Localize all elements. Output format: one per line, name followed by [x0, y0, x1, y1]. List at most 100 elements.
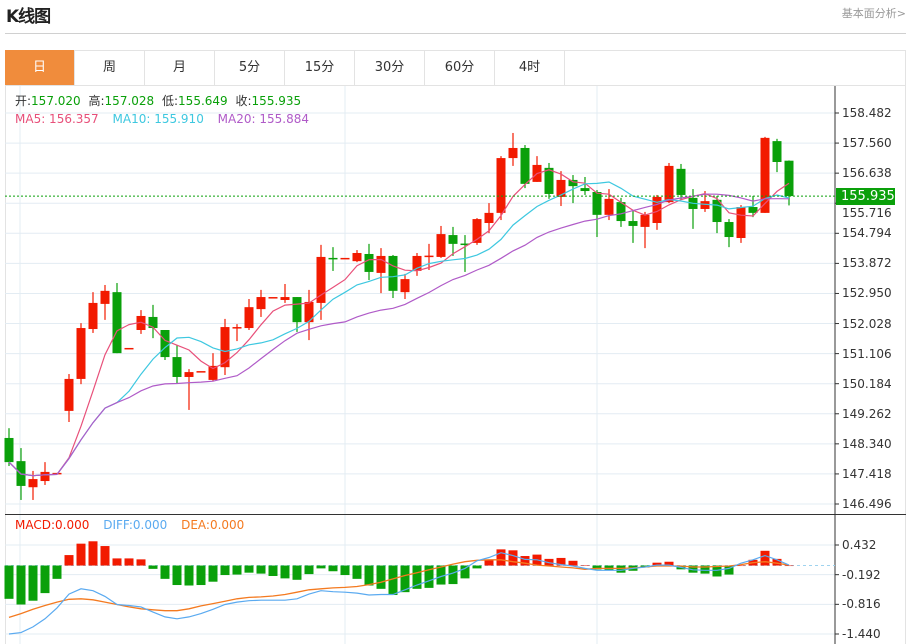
- candle-up: [100, 290, 110, 304]
- candle-up: [640, 214, 650, 227]
- macd-bar: [280, 565, 290, 579]
- macd-bar: [484, 559, 494, 566]
- ma5-line: [8, 169, 790, 477]
- price-axis-label: 148.340: [842, 437, 892, 451]
- low-value: 155.649: [178, 94, 228, 108]
- macd-bar: [400, 565, 410, 593]
- macd-bar: [448, 565, 458, 585]
- tab-5min[interactable]: 5分: [215, 50, 285, 85]
- macd-bar: [244, 565, 254, 573]
- ma20-legend: MA20: 155.884: [217, 112, 309, 126]
- open-value: 157.020: [31, 94, 81, 108]
- macd-bar: [556, 557, 566, 566]
- candle-down: [628, 221, 638, 226]
- candle-up: [220, 327, 230, 368]
- candle-up: [40, 471, 50, 482]
- candle-down: [676, 168, 686, 195]
- macd-bar: [328, 565, 338, 572]
- candle-up: [700, 201, 710, 209]
- candle-down: [172, 357, 182, 377]
- macd-bar: [112, 558, 122, 566]
- candle-up: [400, 279, 410, 293]
- fundamental-analysis-link[interactable]: 基本面分析>: [841, 7, 906, 20]
- macd-bar: [352, 565, 362, 579]
- macd-bar: [472, 565, 482, 569]
- candle-up: [64, 378, 74, 411]
- tab-month[interactable]: 月: [145, 50, 215, 85]
- macd-bar: [340, 565, 350, 576]
- macd-bar: [712, 565, 722, 577]
- price-axis-label: 152.028: [842, 317, 892, 331]
- high-value: 157.028: [104, 94, 155, 108]
- candle-up: [184, 372, 194, 377]
- close-value: 155.935: [251, 94, 302, 108]
- candle-up: [136, 315, 146, 330]
- tab-15min[interactable]: 15分: [285, 50, 355, 85]
- diff-legend-value: DIFF:0.000: [103, 518, 168, 532]
- ohlc-legend: 开:157.020 高:157.028 低:155.649 收:155.935: [15, 94, 305, 108]
- macd-bar: [436, 565, 446, 585]
- tab-60min[interactable]: 60分: [425, 50, 495, 85]
- macd-axis-label: -1.440: [842, 627, 881, 641]
- close-label: 收:: [235, 94, 252, 108]
- ma10-line: [8, 181, 790, 477]
- price-axis-label: 157.560: [842, 136, 892, 150]
- macd-bar: [256, 565, 266, 574]
- macd-bar: [520, 556, 530, 566]
- candle-down: [364, 253, 374, 272]
- candle-down: [772, 141, 782, 162]
- candle-up: [280, 297, 290, 300]
- tab-4hour[interactable]: 4时: [495, 50, 565, 85]
- tab-week[interactable]: 周: [75, 50, 145, 85]
- tab-day[interactable]: 日: [5, 50, 75, 85]
- candle-up: [28, 479, 38, 488]
- candle-down: [160, 329, 170, 358]
- macd-bar: [760, 550, 770, 566]
- macd-bar: [664, 561, 674, 566]
- macd-bar: [376, 565, 386, 589]
- candle-up: [316, 256, 326, 303]
- candle-down: [292, 297, 302, 323]
- macd-bar: [724, 565, 734, 575]
- ma5-legend: MA5: 156.357: [15, 112, 99, 126]
- macd-bar: [28, 565, 38, 601]
- candle-down: [328, 257, 338, 260]
- candle-up: [664, 165, 674, 203]
- macd-bar: [616, 565, 626, 573]
- candle-up: [556, 179, 566, 197]
- candle-up: [508, 147, 518, 159]
- macd-axis-label: -0.816: [842, 597, 881, 611]
- candle-up: [652, 196, 662, 223]
- macd-bar: [364, 565, 374, 586]
- macd-bar: [196, 565, 206, 586]
- candle-up: [496, 158, 506, 213]
- candle-down: [712, 199, 722, 223]
- macd-bar: [700, 565, 710, 574]
- tab-30min[interactable]: 30分: [355, 50, 425, 85]
- price-axis-label: 151.106: [842, 347, 892, 361]
- macd-bar: [784, 565, 794, 567]
- macd-bar: [604, 565, 614, 570]
- candle-down: [568, 179, 578, 187]
- page-title: K线图: [6, 7, 51, 27]
- price-axis-label: 155.716: [842, 206, 892, 220]
- candle-up: [436, 234, 446, 257]
- candle-down: [460, 243, 470, 246]
- candle-up: [268, 297, 278, 299]
- macd-bar: [232, 565, 242, 575]
- candle-down: [748, 207, 758, 213]
- price-axis-label: 158.482: [842, 106, 892, 120]
- candle-down: [520, 147, 530, 184]
- candle-up: [244, 307, 254, 329]
- candle-up: [76, 328, 86, 379]
- candle-up: [232, 327, 242, 329]
- price-axis-label: 154.794: [842, 226, 892, 240]
- candle-down: [448, 235, 458, 244]
- price-axis-label: 153.872: [842, 256, 892, 270]
- macd-bar: [460, 565, 470, 579]
- candle-up: [412, 255, 422, 271]
- candle-up: [352, 253, 362, 262]
- chart-panel: [5, 50, 906, 644]
- candle-down: [784, 160, 794, 197]
